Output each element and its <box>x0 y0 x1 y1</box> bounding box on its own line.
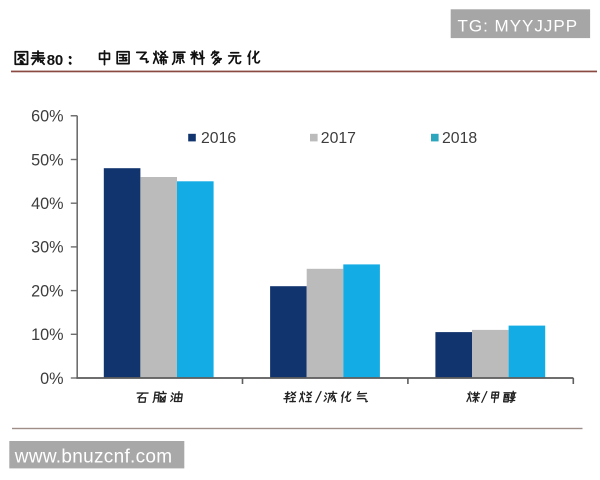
svg-text:80: 80 <box>47 52 63 69</box>
svg-text:10%: 10% <box>31 326 63 344</box>
svg-text:30%: 30% <box>31 239 63 257</box>
svg-text:TG: MYYJJPP: TG: MYYJJPP <box>458 16 579 35</box>
svg-text:20%: 20% <box>31 282 63 300</box>
svg-text:2017: 2017 <box>321 130 356 147</box>
svg-text:2018: 2018 <box>442 130 477 147</box>
svg-text:50%: 50% <box>31 151 63 169</box>
svg-text:2016: 2016 <box>201 130 236 147</box>
svg-text:0%: 0% <box>40 370 63 388</box>
svg-text:40%: 40% <box>31 195 63 213</box>
svg-text:www.bnuzcnf.com: www.bnuzcnf.com <box>14 447 173 468</box>
svg-text:60%: 60% <box>31 108 63 126</box>
